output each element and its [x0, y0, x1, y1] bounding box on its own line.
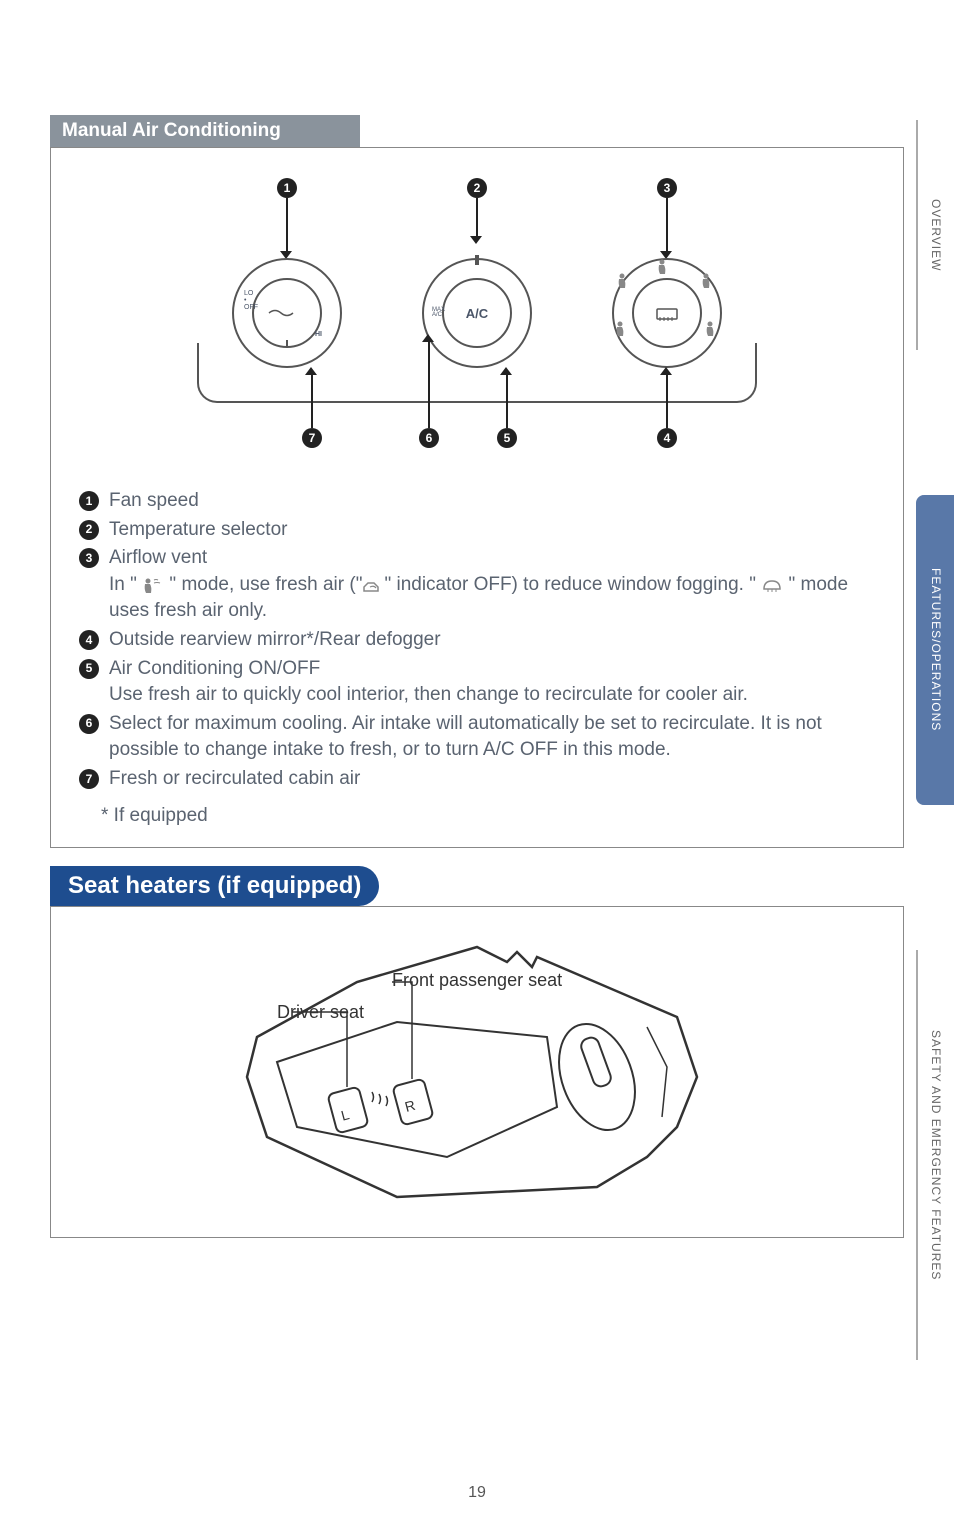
list-item-1: 1 Fan speed	[79, 488, 883, 515]
svg-text:R: R	[403, 1096, 417, 1114]
arrow-3	[666, 198, 668, 253]
page-number: 19	[468, 1484, 486, 1502]
list-item-3: 3 Airflow vent In " " mode, use fresh ai…	[79, 545, 883, 625]
callout-marker-1: 1	[277, 178, 297, 198]
ac-diagram: 1 2 3 LO•OFF HI A/C	[167, 178, 787, 468]
driver-seat-label: Driver seat	[277, 1002, 364, 1023]
defrost-icon	[761, 577, 783, 593]
svg-text:L: L	[339, 1106, 351, 1124]
tab-overview[interactable]: OVERVIEW	[916, 120, 954, 350]
arrow-2	[476, 198, 478, 238]
arrow-1	[286, 198, 288, 253]
callout-marker-4: 4	[657, 428, 677, 448]
callout-marker-7: 7	[302, 428, 322, 448]
temp-dial: A/C MAXA/C	[422, 258, 532, 368]
list-item-7: 7 Fresh or recirculated cabin air	[79, 766, 883, 793]
tab-safety[interactable]: SAFETY AND EMERGENCY FEATURES	[916, 950, 954, 1360]
seat-content-box: L R Driver seat Front passenger seat	[50, 906, 904, 1238]
callout-marker-6: 6	[419, 428, 439, 448]
footnote: * If equipped	[101, 805, 883, 827]
list-item-4: 4 Outside rearview mirror*/Rear defogger	[79, 627, 883, 654]
callout-marker-3: 3	[657, 178, 677, 198]
side-tabs: OVERVIEW FEATURES/OPERATIONS SAFETY AND …	[916, 0, 954, 1527]
manual-ac-header: Manual Air Conditioning	[50, 115, 360, 147]
arrow-5	[506, 373, 508, 428]
ac-content-box: 1 2 3 LO•OFF HI A/C	[50, 147, 904, 848]
arrow-4	[666, 373, 668, 428]
passenger-seat-label: Front passenger seat	[392, 970, 562, 991]
tab-features[interactable]: FEATURES/OPERATIONS	[916, 495, 954, 805]
ac-button-label: A/C	[442, 278, 512, 348]
seat-diagram: L R Driver seat Front passenger seat	[197, 927, 757, 1217]
person-defrost-icon	[142, 577, 164, 593]
list-item-6: 6 Select for maximum cooling. Air intake…	[79, 711, 883, 764]
callout-marker-2: 2	[467, 178, 487, 198]
seat-heaters-header: Seat heaters (if equipped)	[50, 866, 379, 906]
recirculate-icon	[362, 577, 384, 593]
callout-list: 1 Fan speed 2 Temperature selector 3 Air…	[71, 488, 883, 793]
list-item-5: 5 Air Conditioning ON/OFF Use fresh air …	[79, 656, 883, 709]
arrow-6	[428, 340, 430, 428]
arrow-7	[311, 373, 313, 428]
callout-marker-5: 5	[497, 428, 517, 448]
airflow-dial	[612, 258, 722, 368]
fan-speed-dial: LO•OFF HI	[232, 258, 342, 368]
list-item-2: 2 Temperature selector	[79, 517, 883, 544]
